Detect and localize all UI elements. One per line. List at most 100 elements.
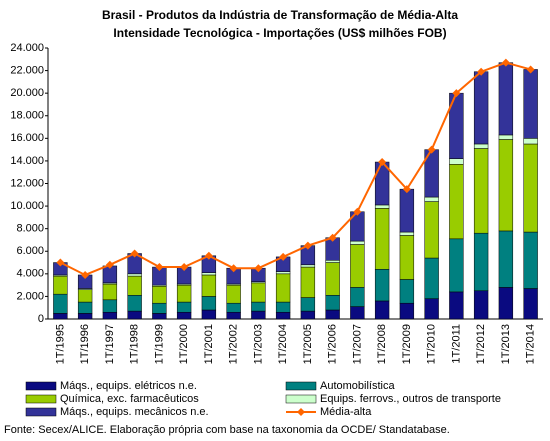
bar-segment bbox=[424, 201, 439, 259]
bar-segment bbox=[201, 272, 217, 276]
bar-segment bbox=[251, 310, 266, 320]
bar-segment bbox=[350, 287, 365, 307]
chart-title: Brasil - Produtos da Indústria de Transf… bbox=[102, 8, 458, 22]
line bbox=[59, 61, 531, 277]
bar-segment bbox=[399, 188, 415, 233]
bar-segment bbox=[473, 71, 489, 145]
bar-segment bbox=[523, 288, 538, 320]
bar-segment bbox=[176, 311, 192, 320]
bar-segment bbox=[473, 232, 489, 292]
bar-segment bbox=[53, 313, 68, 320]
bar-segment bbox=[251, 282, 266, 303]
line-marker bbox=[501, 58, 510, 67]
bar-segment bbox=[251, 301, 266, 312]
legend-swatch bbox=[25, 381, 57, 391]
bar-segment bbox=[449, 291, 464, 320]
legend-swatch bbox=[285, 394, 317, 404]
bar-segment bbox=[473, 148, 489, 234]
bar-segment bbox=[325, 309, 340, 320]
bar-segment bbox=[77, 301, 93, 314]
line-marker bbox=[105, 260, 114, 269]
legend-swatch bbox=[285, 381, 317, 391]
bar-segment bbox=[53, 293, 68, 314]
bar-segment bbox=[77, 289, 93, 303]
line-marker bbox=[56, 258, 65, 267]
x-tick-label: 1T/2001 bbox=[203, 324, 215, 364]
bar-segment bbox=[473, 290, 489, 320]
line-marker bbox=[328, 233, 337, 242]
bar-segment bbox=[300, 310, 316, 320]
y-tick-label: 20.000 bbox=[10, 87, 44, 99]
bar-segment bbox=[176, 301, 192, 313]
bar-segment bbox=[275, 301, 291, 313]
y-tick-label: 6.000 bbox=[16, 245, 44, 257]
line-marker bbox=[402, 185, 411, 194]
bar-segment bbox=[201, 309, 217, 320]
bar-segment bbox=[152, 286, 167, 304]
x-tick-label: 1T/1998 bbox=[129, 324, 141, 364]
y-tick-label: 24.000 bbox=[10, 42, 44, 54]
bar-segment bbox=[226, 284, 241, 304]
y-tick-label: 4.000 bbox=[16, 268, 44, 280]
line-marker bbox=[526, 65, 535, 74]
x-tick-label: 1T/1999 bbox=[153, 324, 165, 364]
y-tick-label: 0 bbox=[38, 313, 44, 325]
bar-segment bbox=[127, 273, 142, 277]
legend-label: Máqs., equips. elétricos n.e. bbox=[60, 380, 197, 392]
y-tick-label: 10.000 bbox=[10, 200, 44, 212]
bar-segment bbox=[473, 143, 489, 149]
x-tick-label: 1T/2007 bbox=[351, 324, 363, 364]
y-tick-label: 18.000 bbox=[10, 110, 44, 122]
line-marker bbox=[130, 249, 139, 258]
legend-swatch bbox=[297, 408, 305, 416]
line-marker bbox=[303, 241, 312, 250]
source-note: Fonte: Secex/ALICE. Elaboração própria c… bbox=[4, 424, 450, 436]
bar-segment bbox=[127, 295, 142, 312]
bar-segment bbox=[498, 139, 514, 232]
x-tick-label: 1T/2002 bbox=[228, 324, 240, 364]
bar-segment bbox=[226, 302, 241, 313]
legend-label: Automobilística bbox=[320, 380, 395, 392]
bar-segment bbox=[523, 138, 538, 145]
bar-segment bbox=[350, 240, 365, 245]
legend-label: Equips. ferrovs., outros de transporte bbox=[320, 393, 501, 405]
bar-segment bbox=[498, 134, 514, 140]
bar-segment bbox=[77, 313, 93, 320]
bar-segment bbox=[523, 231, 538, 289]
line-marker bbox=[477, 67, 486, 76]
bar-segment bbox=[523, 143, 538, 233]
bar-segment bbox=[374, 300, 390, 320]
bar-segment bbox=[424, 298, 439, 320]
bar-segment bbox=[350, 306, 365, 320]
bar-segment bbox=[176, 284, 192, 303]
bar-segment bbox=[275, 311, 291, 320]
bar-segment bbox=[201, 274, 217, 297]
bar-segment bbox=[523, 69, 538, 139]
x-tick-label: 1T/2004 bbox=[277, 324, 289, 364]
line-marker bbox=[204, 251, 213, 260]
bar-segment bbox=[275, 273, 291, 303]
bar-segment bbox=[300, 266, 316, 298]
line-marker bbox=[378, 158, 387, 167]
bar-segment bbox=[300, 297, 316, 312]
bar-segment bbox=[374, 269, 390, 302]
bar-segment bbox=[325, 260, 340, 263]
bar-segment bbox=[374, 204, 390, 209]
bar-segment bbox=[102, 311, 118, 320]
line-marker bbox=[81, 270, 90, 279]
bar-segment bbox=[201, 296, 217, 311]
bar-segment bbox=[399, 231, 415, 236]
y-tick-label: 22.000 bbox=[10, 64, 44, 76]
bar-segment bbox=[424, 257, 439, 299]
legend-label: Química, exc. farmacêuticos bbox=[60, 393, 199, 405]
x-tick-label: 1T/2013 bbox=[500, 324, 512, 364]
chart-title: Intensidade Tecnológica - Importações (U… bbox=[113, 26, 446, 40]
x-tick-label: 1T/2008 bbox=[376, 324, 388, 364]
y-tick-label: 16.000 bbox=[10, 132, 44, 144]
bar-segment bbox=[350, 244, 365, 288]
y-tick-label: 2.000 bbox=[16, 290, 44, 302]
x-tick-label: 1T/1997 bbox=[104, 324, 116, 364]
y-tick-label: 8.000 bbox=[16, 223, 44, 235]
